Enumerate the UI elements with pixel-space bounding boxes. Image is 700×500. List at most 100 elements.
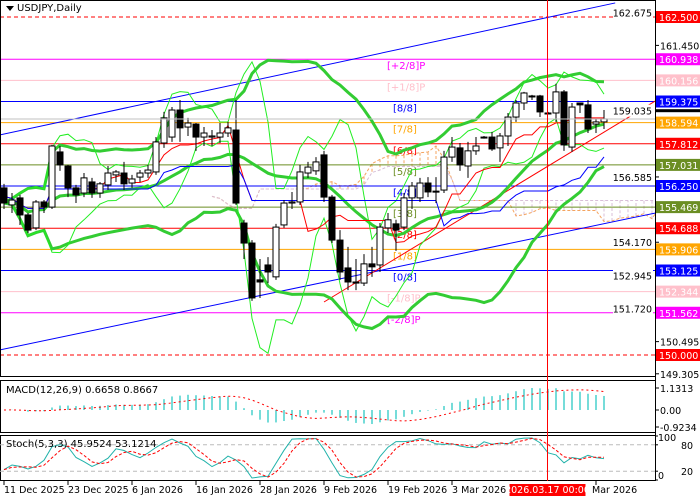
candle (88, 177, 96, 198)
murrey-level-label: [-1/8]P (387, 294, 421, 305)
murrey-level-label: [4/8] (393, 188, 417, 199)
macd-tick-label: 0.00 (660, 406, 681, 417)
time-axis-label: 3 Mar 2026 (452, 485, 506, 496)
stoch-tick-label: 0 (658, 471, 664, 482)
main-panel: [+2/8]P[+1/8]P[8/8][7/8][6/8][5/8][4/8][… (0, 2, 655, 356)
candle-body (592, 121, 600, 125)
murrey-level-label: [7/8] (393, 125, 417, 136)
macd-tick-label: 1.1313 (660, 384, 693, 395)
price-tick-label: 151.720 (613, 304, 652, 315)
price-level-badge-text: 158.594 (659, 119, 698, 130)
candle-body (440, 156, 448, 191)
candle-body (424, 182, 432, 193)
candle (448, 137, 456, 162)
candle (56, 145, 64, 171)
candle-body (248, 242, 256, 299)
candle-body (504, 116, 512, 137)
candle (16, 194, 24, 225)
price-tick-label: 159.035 (613, 107, 652, 118)
price-level-badge (656, 285, 700, 298)
stoch-main-line (3, 437, 605, 479)
time-axis-label: 16 Jan 2026 (196, 485, 253, 496)
candle (240, 219, 248, 260)
chart-title[interactable]: USDJPY,Daily (6, 3, 82, 14)
candle-body (80, 177, 88, 194)
candle-body (488, 136, 496, 150)
time-axis-label: 19 Feb 2026 (388, 485, 447, 496)
candle (488, 131, 496, 151)
candle (136, 170, 144, 182)
candle (576, 102, 584, 113)
candle-body (120, 172, 128, 185)
symbol-timeframe: USDJPY,Daily (17, 3, 82, 14)
trend-line (323, 100, 655, 303)
candle (96, 181, 104, 198)
candle-body (136, 172, 144, 178)
price-level-badge (656, 201, 700, 214)
price-level-badge-text: 150.000 (659, 351, 698, 362)
trend-line (0, 2, 616, 136)
candle-body (128, 178, 136, 184)
candle-body (264, 264, 272, 273)
murrey-level-label: [2/8] (393, 230, 417, 241)
price-level-badge-text: 160.938 (659, 55, 698, 66)
candle (40, 200, 48, 214)
candle-body (568, 106, 576, 148)
trend-line (0, 212, 655, 351)
candle-body (16, 197, 24, 216)
dropdown-triangle-icon[interactable] (6, 6, 14, 11)
candle-body (96, 183, 104, 194)
candle (344, 246, 352, 291)
candle (104, 165, 112, 191)
candle-body (536, 95, 544, 113)
candle-body (104, 172, 112, 186)
candle-body (152, 141, 160, 173)
price-level-badge-text: 153.125 (659, 267, 698, 278)
candle (152, 137, 160, 175)
candle (552, 83, 560, 122)
candle (536, 94, 544, 118)
candle (480, 135, 488, 139)
time-axis-label: 28 Jan 2026 (260, 485, 317, 496)
candle (64, 164, 72, 198)
candle (224, 121, 232, 138)
candle (80, 173, 88, 198)
candle-body (400, 197, 408, 228)
price-level-badge-text: 153.906 (659, 245, 698, 256)
candle (360, 254, 368, 287)
candle-body (416, 182, 424, 199)
candle-body (528, 95, 536, 98)
candle (200, 127, 208, 146)
candle (112, 170, 120, 182)
stoch-tick-label: 80 (681, 441, 693, 452)
stoch-tick-label: 100 (658, 433, 676, 444)
candle-body (496, 135, 504, 149)
price-level-badge (656, 53, 700, 66)
candle (272, 223, 280, 280)
candle (432, 177, 440, 204)
price-level-badge-text: 162.500 (659, 13, 698, 24)
candle (424, 177, 432, 198)
candle (568, 102, 576, 152)
candle-body (56, 151, 64, 166)
candle (560, 90, 568, 151)
candle-body (432, 190, 440, 193)
macd-panel (3, 388, 605, 425)
candle (264, 257, 272, 284)
candle (464, 141, 472, 178)
cursor-date-badge (509, 484, 586, 496)
candle (48, 144, 56, 209)
price-level-badge (656, 243, 700, 256)
candle (160, 111, 168, 148)
price-level-badge (656, 349, 700, 361)
candle (352, 259, 360, 291)
candle (584, 100, 592, 134)
candle-body (576, 102, 584, 106)
price-level-badge (656, 158, 700, 171)
price-tick-label-bg (613, 236, 653, 249)
candle (256, 259, 264, 298)
thin-band-u (3, 60, 605, 241)
candle-body (280, 202, 288, 226)
time-axis-label: Mar 2026 (592, 485, 637, 496)
